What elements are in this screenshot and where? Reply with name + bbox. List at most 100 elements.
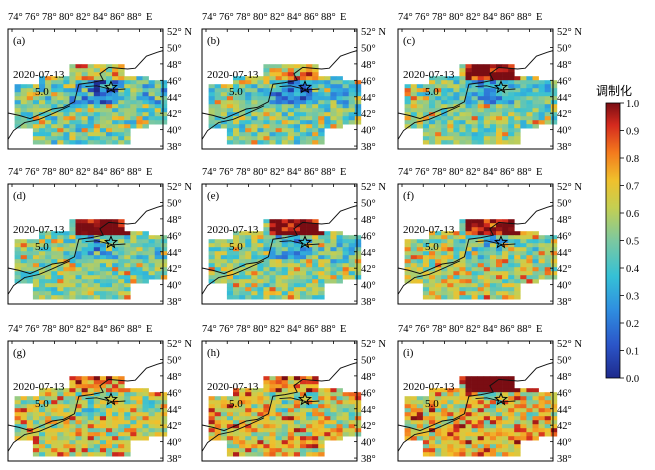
grid-cell bbox=[300, 388, 307, 393]
grid-cell bbox=[99, 295, 107, 300]
grid-cell bbox=[324, 279, 331, 284]
grid-cell bbox=[112, 255, 119, 260]
grid-cell bbox=[459, 408, 466, 413]
grid-cell bbox=[226, 92, 234, 97]
grid-cell bbox=[550, 408, 558, 413]
grid-cell bbox=[269, 251, 276, 256]
grid-cell bbox=[538, 424, 545, 429]
grid-cell bbox=[69, 287, 76, 292]
grid-cell bbox=[306, 295, 313, 300]
grid-cell bbox=[532, 112, 539, 117]
grid-cell bbox=[459, 279, 466, 284]
grid-cell bbox=[81, 392, 88, 397]
grid-cell bbox=[226, 452, 234, 457]
grid-cell bbox=[233, 128, 240, 133]
grid-cell bbox=[154, 251, 162, 256]
grid-cell bbox=[45, 416, 52, 421]
grid-cell bbox=[502, 259, 509, 264]
grid-cell bbox=[214, 251, 222, 256]
grid-cell bbox=[330, 239, 337, 244]
grid-cell bbox=[312, 287, 319, 292]
grid-cell bbox=[404, 432, 411, 437]
grid-cell bbox=[106, 140, 113, 145]
grid-cell bbox=[526, 267, 533, 272]
grid-cell bbox=[465, 108, 472, 113]
grid-cell bbox=[124, 247, 131, 252]
grid-cell bbox=[81, 259, 88, 264]
epicenter-star-icon bbox=[104, 392, 119, 406]
grid-cell bbox=[348, 92, 356, 97]
grid-cell bbox=[118, 448, 125, 453]
grid-cell bbox=[544, 251, 552, 256]
grid-cell bbox=[51, 84, 58, 89]
grid-cell bbox=[148, 92, 155, 97]
grid-cell bbox=[63, 424, 70, 429]
grid-cell bbox=[214, 259, 222, 264]
grid-cell bbox=[63, 251, 70, 256]
grid-cell bbox=[14, 255, 21, 260]
grid-cell bbox=[354, 428, 362, 433]
grid-cell bbox=[489, 84, 497, 89]
grid-cell bbox=[287, 128, 295, 133]
grid-cell bbox=[312, 108, 319, 113]
grid-cell bbox=[57, 120, 64, 125]
grid-cell bbox=[69, 295, 76, 300]
grid-cell bbox=[99, 420, 107, 425]
grid-cell bbox=[336, 92, 343, 97]
grid-cell bbox=[447, 267, 454, 272]
grid-cell bbox=[160, 80, 168, 85]
grid-cell bbox=[514, 104, 521, 109]
grid-cell bbox=[20, 263, 28, 268]
grid-cell bbox=[93, 295, 101, 300]
grid-cell bbox=[136, 267, 143, 272]
grid-cell bbox=[269, 436, 276, 441]
grid-cell bbox=[520, 255, 527, 260]
grid-cell bbox=[63, 420, 70, 425]
grid-cell bbox=[233, 247, 240, 252]
grid-cell bbox=[81, 251, 88, 256]
lat-tick-label: 44° bbox=[557, 248, 572, 259]
grid-cell bbox=[489, 92, 497, 97]
grid-cell bbox=[471, 271, 478, 276]
grid-cell bbox=[502, 380, 509, 385]
grid-cell bbox=[26, 408, 34, 413]
grid-cell bbox=[306, 140, 313, 145]
grid-cell bbox=[87, 275, 95, 280]
grid-cell bbox=[220, 263, 228, 268]
grid-cell bbox=[422, 112, 430, 117]
grid-cell bbox=[112, 275, 119, 280]
grid-cell bbox=[106, 424, 113, 429]
grid-cell bbox=[465, 291, 472, 296]
grid-cell bbox=[154, 96, 162, 101]
grid-cell bbox=[124, 267, 131, 272]
grid-cell bbox=[32, 295, 40, 300]
grid-cell bbox=[87, 436, 95, 441]
grid-cell bbox=[422, 420, 430, 425]
grid-cell bbox=[502, 255, 509, 260]
grid-cell bbox=[93, 116, 101, 121]
grid-cell bbox=[502, 235, 509, 240]
grid-cell bbox=[87, 64, 95, 69]
grid-cell bbox=[348, 100, 356, 105]
grid-cell bbox=[136, 408, 143, 413]
grid-cell bbox=[287, 64, 295, 69]
grid-cell bbox=[532, 120, 539, 125]
grid-cell bbox=[233, 76, 240, 81]
grid-cell bbox=[342, 267, 349, 272]
grid-cell bbox=[550, 251, 558, 256]
grid-cell bbox=[251, 448, 258, 453]
grid-cell bbox=[287, 416, 295, 421]
grid-cell bbox=[496, 408, 503, 413]
border-line bbox=[201, 417, 265, 452]
grid-cell bbox=[112, 404, 119, 409]
grid-cell bbox=[106, 452, 113, 457]
grid-cell bbox=[287, 227, 295, 232]
grid-cell bbox=[502, 108, 509, 113]
grid-cell bbox=[465, 140, 472, 145]
grid-cell bbox=[441, 108, 448, 113]
grid-cell bbox=[514, 96, 521, 101]
grid-cell bbox=[81, 404, 88, 409]
grid-cell bbox=[520, 267, 527, 272]
grid-cell bbox=[429, 412, 436, 417]
grid-cell bbox=[75, 92, 82, 97]
